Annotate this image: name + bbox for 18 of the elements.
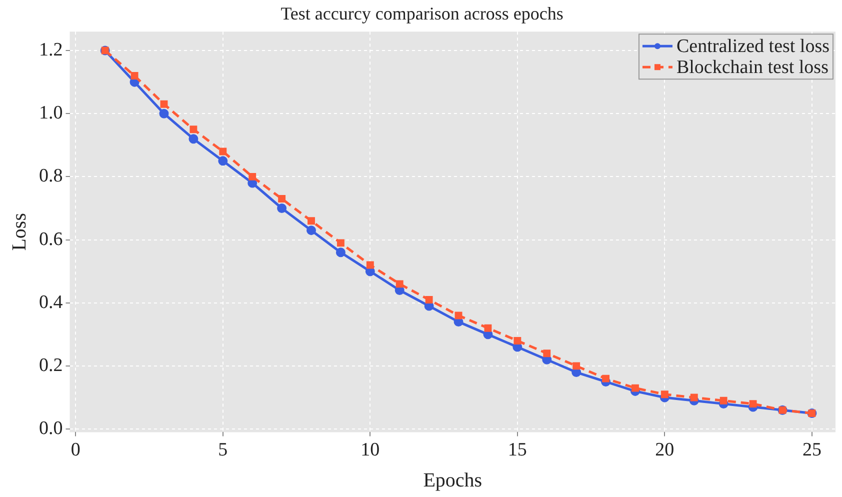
x-tick-label: 5 [218, 440, 228, 461]
y-axis-title: Loss [8, 212, 30, 251]
y-tick-label: 0.6 [39, 228, 63, 250]
y-tick-label: 1.2 [39, 40, 63, 61]
y-tick-label: 0.4 [39, 292, 64, 313]
x-tick-label: 10 [360, 440, 380, 461]
x-tick-label: 0 [70, 440, 80, 461]
x-tick-label: 25 [802, 440, 822, 461]
x-axis-title: Epochs [423, 469, 482, 492]
y-tick-label: 1.0 [39, 102, 63, 124]
x-tick-label: 15 [508, 440, 527, 461]
x-tick-label: 20 [655, 440, 674, 461]
legend-label: Blockchain test loss [676, 57, 828, 78]
chart-title: Test accurcy comparison across epochs [280, 4, 564, 24]
y-tick-label: 0.2 [39, 354, 63, 376]
legend-label: Centralized test loss [676, 36, 830, 58]
y-tick-label: 0.0 [39, 418, 63, 440]
y-tick-label: 0.8 [39, 166, 63, 187]
